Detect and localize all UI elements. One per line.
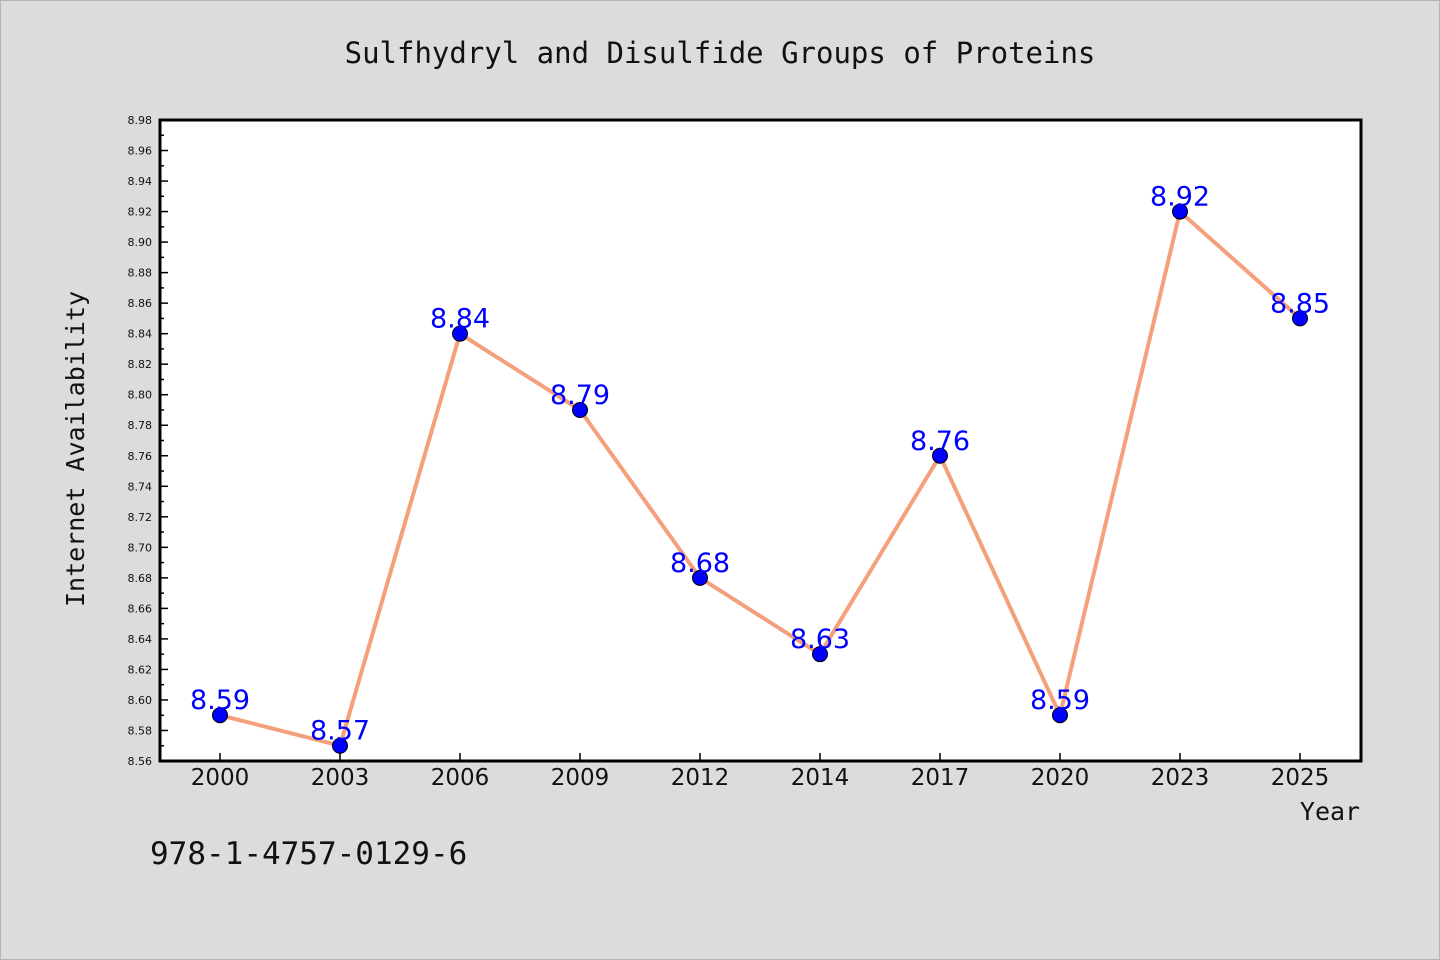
y-axis-ticks: 8.56 8.58 8.60 8.62 8.64 8.66 8.68 8.70 8.72 8.74… [128, 114, 168, 768]
x-tick-label: 2023 [1151, 765, 1210, 791]
data-point [1292, 310, 1308, 327]
data-label: 8.68 [670, 548, 730, 579]
data-labels: 8.59 8.57 8.84 8.79 8.68 8.63 8.76 8.59 8.92 8.85 [190, 182, 1330, 747]
y-tick-label: 8.94 [128, 175, 153, 188]
y-tick-label: 8.98 [128, 114, 153, 127]
series-line-group [218, 209, 1302, 748]
data-point [812, 646, 828, 663]
data-point [452, 325, 468, 342]
data-label: 8.59 [190, 685, 250, 716]
x-axis-ticks: 2000 2003 2006 2009 2012 2014 2017 2020 2023 2025 [191, 753, 1330, 791]
data-label: 8.79 [550, 380, 610, 411]
data-point [212, 707, 228, 724]
x-tick-label: 2020 [1031, 765, 1090, 791]
data-label: 8.63 [790, 624, 850, 655]
data-label: 8.57 [310, 716, 370, 747]
data-label: 8.92 [1150, 182, 1210, 213]
y-tick-label: 8.96 [128, 145, 153, 158]
y-tick-label: 8.58 [128, 724, 153, 737]
x-tick-label: 2009 [551, 765, 610, 791]
data-point [332, 737, 348, 754]
x-tick-label: 2000 [191, 765, 250, 791]
data-point [932, 447, 948, 464]
y-tick-label: 8.70 [128, 541, 153, 554]
y-tick-label: 8.64 [128, 633, 153, 646]
y-tick-label: 8.80 [128, 389, 153, 402]
plot-border [158, 118, 1363, 763]
plot-area [160, 120, 1361, 761]
y-tick-label: 8.88 [128, 267, 153, 280]
x-axis-label: Year [1300, 797, 1360, 826]
x-tick-label: 2017 [911, 765, 970, 791]
data-point [1172, 203, 1188, 220]
y-tick-label: 8.66 [128, 602, 153, 615]
isbn-footer: 978-1-4757-0129-6 [150, 836, 467, 872]
data-point [1052, 707, 1068, 724]
data-point [572, 401, 588, 418]
y-tick-label: 8.74 [128, 480, 153, 493]
y-tick-label: 8.86 [128, 297, 153, 310]
x-tick-label: 2006 [431, 765, 490, 791]
x-tick-label: 2012 [671, 765, 730, 791]
x-tick-label: 2003 [311, 765, 370, 791]
y-tick-label: 8.90 [128, 236, 153, 249]
x-tick-label: 2014 [791, 765, 850, 791]
y-tick-label: 8.76 [128, 450, 153, 463]
y-tick-label: 8.72 [128, 511, 153, 524]
y-axis-label: Internet Availability [61, 291, 90, 607]
y-tick-label: 8.78 [128, 419, 153, 432]
data-markers [212, 203, 1308, 754]
chart-title: Sulfhydryl and Disulfide Groups of Prote… [345, 36, 1096, 70]
y-tick-label: 8.62 [128, 663, 153, 676]
y-tick-label: 8.84 [128, 328, 153, 341]
data-label: 8.84 [430, 304, 490, 335]
x-tick-label: 2025 [1271, 765, 1330, 791]
series-line [218, 209, 1302, 748]
y-tick-label: 8.92 [128, 206, 153, 219]
data-label: 8.85 [1270, 288, 1330, 319]
data-label: 8.76 [910, 426, 970, 457]
data-point [692, 569, 708, 586]
data-label: 8.59 [1030, 685, 1090, 716]
y-tick-label: 8.82 [128, 358, 153, 371]
y-tick-label: 8.60 [128, 694, 153, 707]
y-tick-label: 8.68 [128, 572, 153, 585]
y-tick-label: 8.56 [128, 755, 153, 768]
